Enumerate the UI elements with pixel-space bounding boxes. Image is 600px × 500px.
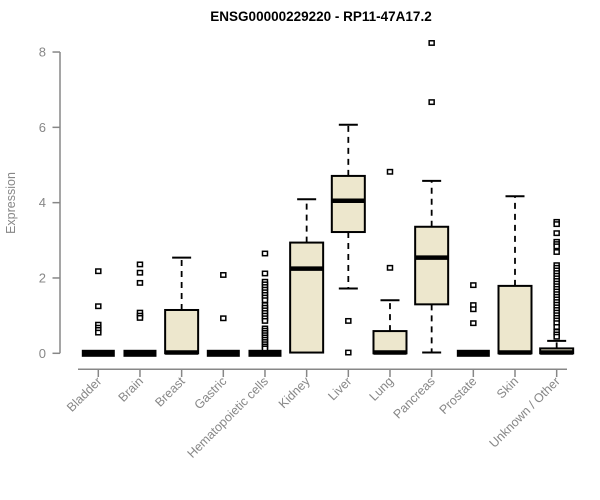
collapsed-box (123, 349, 157, 357)
chart-title: ENSG00000229220 - RP11-47A17.2 (210, 9, 431, 24)
outlier-point (136, 269, 144, 276)
outlier-point (95, 303, 102, 310)
boxplot-lung (372, 168, 408, 355)
box (372, 330, 408, 355)
outlier-point (553, 323, 560, 330)
x-tick-label: Pancreas (391, 374, 438, 421)
box (414, 225, 450, 306)
y-axis-title: Expression (4, 172, 18, 234)
outlier-point (261, 250, 269, 257)
boxplot-prostate (456, 282, 490, 357)
x-tick-label: Liver (325, 374, 354, 403)
outlier-point (261, 297, 269, 304)
boxplot-pancreas (414, 40, 450, 354)
y-tick-label: 2 (39, 270, 46, 285)
outlier-point (261, 345, 269, 352)
box (164, 308, 200, 355)
y-tick-label: 0 (39, 346, 46, 361)
x-tick-label: Kidney (276, 374, 313, 411)
y-tick-label: 6 (39, 120, 46, 135)
outlier-point (220, 272, 227, 278)
outlier-point (553, 243, 560, 250)
boxplot-gastric (206, 272, 240, 357)
x-tick-label: Unknown / Other (487, 374, 563, 450)
box (289, 241, 325, 354)
boxplot-liver (330, 123, 366, 356)
outlier-point (386, 264, 394, 271)
boxplot-brain (123, 261, 157, 357)
boxplot-unknown-other (539, 218, 575, 355)
outlier-point (261, 317, 269, 324)
outlier-point (428, 99, 435, 106)
outlier-point (220, 315, 227, 322)
boxplot-breast (164, 256, 200, 355)
outlier-point (470, 320, 477, 327)
x-tick-label: Skin (494, 374, 521, 401)
outlier-point (95, 329, 102, 336)
outlier-point (553, 230, 560, 237)
outlier-point (345, 317, 352, 324)
y-tick-label: 8 (39, 45, 46, 60)
outlier-point (470, 306, 477, 313)
boxplot-skin (497, 195, 533, 355)
outlier-point (553, 221, 560, 228)
x-tick-label: Breast (152, 374, 188, 410)
box (330, 174, 366, 234)
outlier-point (470, 282, 477, 289)
x-tick-label: Gastric (192, 374, 230, 412)
x-tick-label: Brain (116, 374, 147, 405)
collapsed-box (248, 349, 282, 357)
boxplot-bladder (81, 268, 115, 357)
outlier-point (553, 333, 560, 340)
outlier-point (136, 314, 144, 321)
collapsed-box (456, 349, 490, 357)
outlier-point (136, 261, 144, 268)
outlier-point (95, 268, 102, 275)
x-tick-label: Bladder (64, 374, 104, 414)
outlier-point (386, 168, 394, 175)
x-tick-label: Lung (367, 374, 397, 404)
collapsed-box (206, 349, 240, 357)
y-tick-label: 4 (39, 195, 46, 210)
plot-layer: 0 2 4 6 8 Bladder Brain Breast GastricHematopoie… (39, 40, 575, 461)
outlier-point (428, 40, 435, 46)
collapsed-box (81, 349, 115, 357)
outlier-point (553, 249, 560, 255)
x-tick-label: Hematopoietic cells (185, 374, 272, 461)
boxplot-kidney (289, 198, 325, 354)
outlier-point (261, 270, 269, 277)
x-tick-label: Prostate (437, 374, 480, 417)
outlier-point (136, 279, 144, 286)
outlier-point (345, 349, 352, 356)
box (497, 284, 533, 355)
boxplot-hematopoietic-cells (248, 250, 282, 357)
